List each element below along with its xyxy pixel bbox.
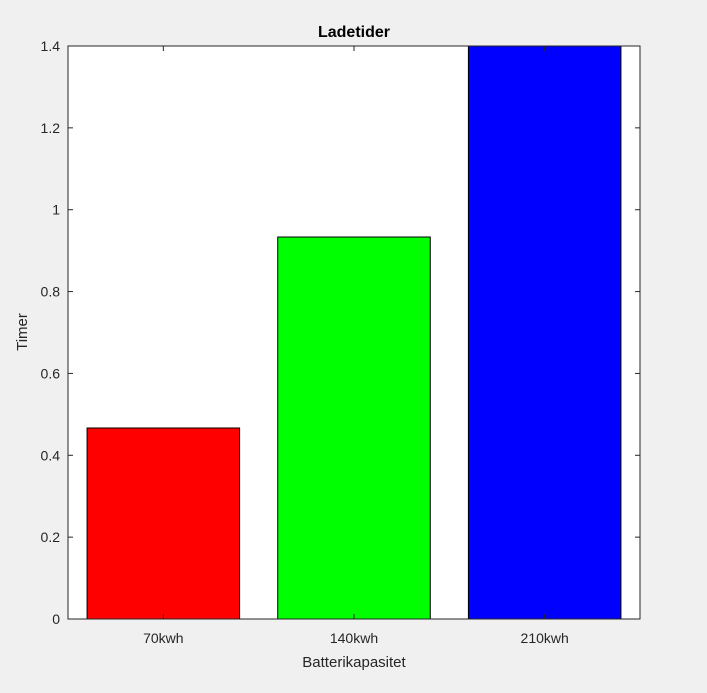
y-tick-label: 0.4 (41, 447, 61, 463)
chart-title: Ladetider (318, 24, 390, 41)
y-tick-label: 1 (52, 202, 60, 218)
bar-140kwh (277, 236, 431, 620)
y-tick-label: 0.2 (41, 529, 61, 545)
y-axis-ticks: 0 0.2 0.4 0.6 0.8 1 1.2 1.4 (41, 38, 640, 627)
bar-70kwh (86, 427, 241, 620)
x-tick-label: 70kwh (143, 630, 183, 646)
bars-group (86, 45, 622, 620)
x-tick-label: 140kwh (330, 630, 378, 646)
y-axis-label: Timer (14, 313, 31, 351)
y-tick-label: 0 (52, 611, 60, 627)
x-axis-label: Batterikapasitet (302, 654, 406, 671)
x-axis-ticks: 70kwh 140kwh 210kwh (143, 46, 569, 646)
y-tick-label: 1.2 (41, 120, 61, 136)
y-tick-label: 0.6 (41, 365, 61, 381)
bar-210kwh (467, 45, 622, 620)
y-tick-label: 0.8 (41, 284, 61, 300)
y-tick-label: 1.4 (41, 38, 61, 54)
x-tick-label: 210kwh (521, 630, 569, 646)
